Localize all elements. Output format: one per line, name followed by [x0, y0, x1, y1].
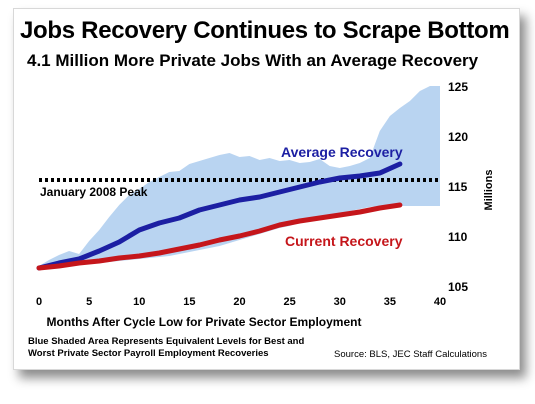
y-axis-label: Millions: [483, 170, 495, 211]
x-tick-label: 0: [36, 296, 42, 308]
x-tick-label: 40: [434, 296, 446, 308]
recovery-range-band: [39, 86, 440, 266]
y-tick-label: 105: [448, 280, 468, 294]
x-tick-label: 25: [284, 296, 296, 308]
average-recovery-label: Average Recovery: [281, 144, 403, 160]
peak-reference-label: January 2008 Peak: [40, 185, 148, 199]
y-tick-label: 115: [448, 180, 468, 194]
y-tick-label: 120: [448, 130, 468, 144]
source-note: Source: BLS, JEC Staff Calculations: [334, 349, 487, 360]
chart-title: Jobs Recovery Continues to Scrape Bottom: [20, 17, 510, 44]
footnote: Blue Shaded Area Represents Equivalent L…: [28, 336, 305, 359]
average-recovery-line: [36, 161, 403, 271]
x-tick-label: 10: [133, 296, 145, 308]
chart-subtitle: 4.1 Million More Private Jobs With an Av…: [27, 51, 479, 70]
x-tick-label: 15: [183, 296, 195, 308]
y-tick-label: 110: [448, 230, 468, 244]
x-tick-label: 20: [233, 296, 245, 308]
y-tick-label: 125: [448, 80, 468, 94]
current-recovery-label: Current Recovery: [285, 233, 403, 249]
current-recovery-line: [36, 202, 403, 271]
x-tick-label: 5: [86, 296, 92, 308]
x-tick-label: 30: [334, 296, 346, 308]
x-tick-label: 35: [384, 296, 396, 308]
x-axis-label: Months After Cycle Low for Private Secto…: [47, 315, 362, 329]
